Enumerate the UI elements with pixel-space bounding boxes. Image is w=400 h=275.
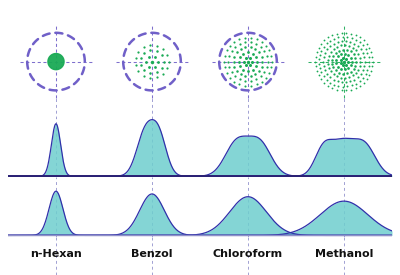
Text: Chloroform: Chloroform [213, 249, 283, 259]
Polygon shape [48, 54, 64, 70]
Text: Benzol: Benzol [131, 249, 173, 259]
Text: Methanol: Methanol [315, 249, 373, 259]
Text: n-Hexan: n-Hexan [30, 249, 82, 259]
